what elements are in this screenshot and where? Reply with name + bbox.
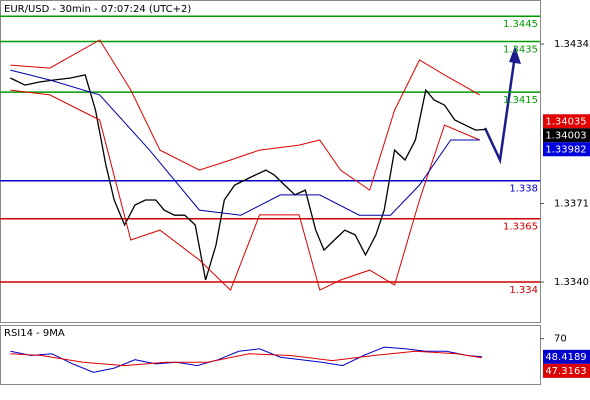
y-tick-label: 1.3340 bbox=[554, 277, 589, 288]
value-box-label: 1.33982 bbox=[545, 144, 586, 155]
value-box-label: 1.34035 bbox=[545, 116, 586, 127]
y-tick-label: 70 bbox=[554, 334, 567, 345]
level-label: 1.334 bbox=[509, 285, 538, 296]
forecast-arrow bbox=[483, 54, 517, 165]
chart-title: EUR/USD - 30min - 07:07:24 (UTC+2) bbox=[4, 4, 191, 15]
level-label: 1.3365 bbox=[503, 222, 538, 233]
value-box bbox=[543, 363, 590, 378]
series-line bbox=[10, 346, 482, 373]
value-box bbox=[543, 128, 590, 143]
level-label: 1.3445 bbox=[503, 19, 538, 30]
forecast-arrowhead bbox=[509, 46, 521, 64]
value-box bbox=[543, 114, 590, 129]
y-tick-label: 1.3434 bbox=[554, 39, 589, 50]
level-label: 1.338 bbox=[509, 184, 538, 195]
value-box-label: 48.4189 bbox=[545, 352, 586, 363]
series-line bbox=[10, 74, 487, 281]
series-line bbox=[10, 69, 480, 216]
series-line bbox=[10, 350, 482, 367]
price-panel bbox=[0, 0, 541, 323]
value-box-label: 47.3163 bbox=[545, 366, 586, 377]
series-line bbox=[10, 39, 481, 191]
value-box bbox=[543, 142, 590, 157]
value-box bbox=[543, 349, 590, 364]
rsi-title: RSI14 - 9MA bbox=[4, 328, 65, 339]
level-label: 1.3415 bbox=[503, 95, 538, 106]
level-label: 1.3435 bbox=[503, 45, 538, 56]
value-box-label: 1.34003 bbox=[545, 130, 586, 141]
series-line bbox=[10, 89, 480, 291]
y-tick-label: 1.3371 bbox=[554, 199, 589, 210]
rsi-panel bbox=[0, 325, 541, 385]
